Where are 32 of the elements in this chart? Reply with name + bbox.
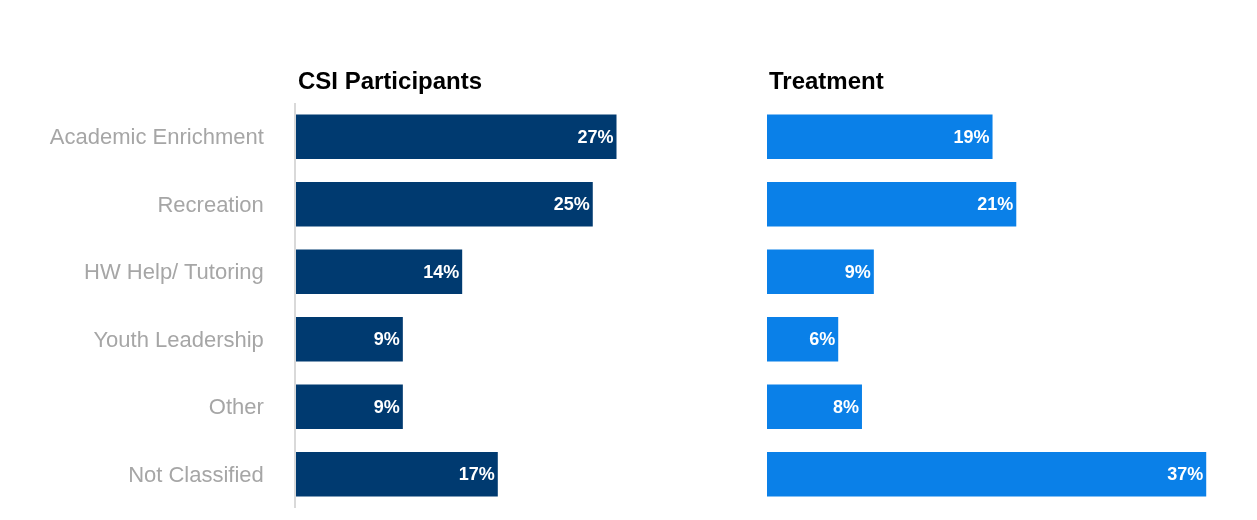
y-tick-label: Youth Leadership	[93, 326, 264, 352]
bar	[767, 249, 874, 295]
data-label: 8%	[832, 396, 859, 417]
chart-title: CSI Participants	[298, 67, 483, 94]
data-label: 25%	[553, 194, 590, 215]
data-label: 14%	[423, 261, 460, 282]
bar	[296, 384, 403, 430]
bar	[767, 114, 993, 159]
bar	[767, 181, 1017, 227]
y-tick-label: Other	[208, 394, 264, 420]
bar	[767, 316, 839, 362]
data-label: 27%	[577, 126, 614, 147]
bar	[767, 452, 1207, 497]
bar	[767, 384, 862, 430]
data-label: 37%	[1167, 464, 1204, 485]
bar	[296, 316, 403, 362]
bar	[296, 114, 617, 159]
data-label: 9%	[373, 329, 400, 350]
data-label: 19%	[953, 126, 990, 147]
data-label: 6%	[809, 329, 836, 350]
data-label: 21%	[977, 194, 1014, 215]
data-label: 9%	[844, 261, 871, 282]
bar	[296, 249, 463, 295]
y-tick-label: Academic Enrichment	[49, 124, 264, 150]
bar	[296, 452, 498, 497]
y-tick-label: Recreation	[157, 191, 264, 217]
data-label: 17%	[458, 464, 495, 485]
y-tick-label: Not Classified	[128, 461, 264, 487]
y-tick-label: HW Help/ Tutoring	[84, 259, 264, 285]
bar	[296, 181, 593, 227]
chart-title: Treatment	[769, 67, 884, 94]
data-label: 9%	[373, 396, 400, 417]
